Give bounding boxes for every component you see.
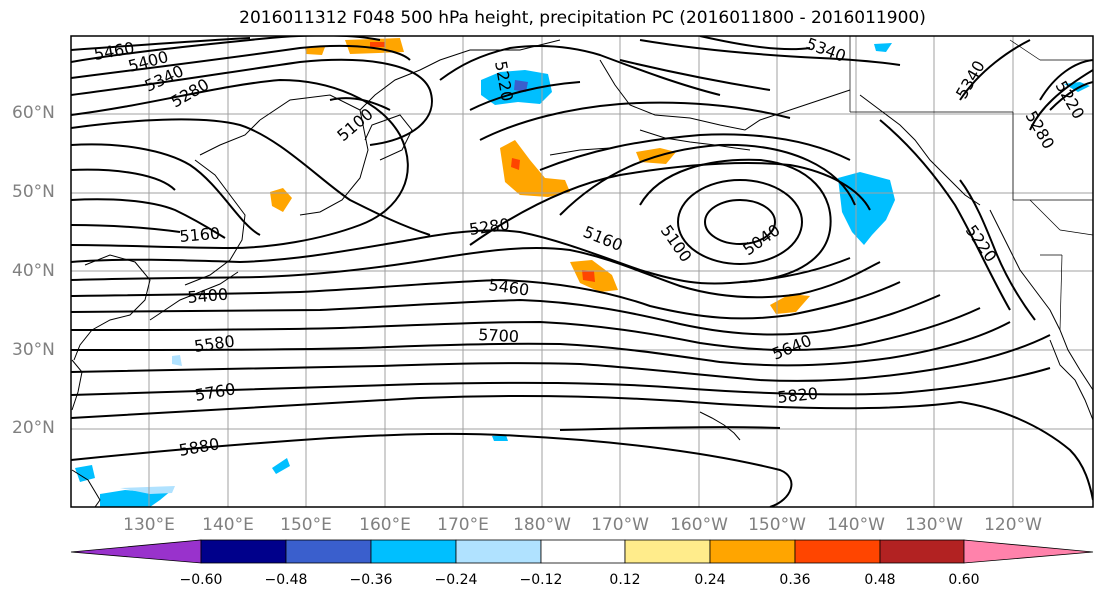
colorbar-segment xyxy=(70,539,202,564)
precip-patch xyxy=(370,42,385,47)
lat-label: 50°N xyxy=(12,182,55,202)
lon-label: 160°W xyxy=(670,515,728,535)
lat-label: 40°N xyxy=(12,261,55,281)
precip-patch xyxy=(582,270,595,282)
contour-label: 5700 xyxy=(478,325,520,346)
colorbar-segment xyxy=(624,539,711,564)
colorbar-tick-label: −0.60 xyxy=(179,572,223,588)
colorbar-tick-label: −0.48 xyxy=(264,572,308,588)
lon-label: 170°E xyxy=(437,515,489,535)
contour-label: 5820 xyxy=(776,384,818,407)
lon-label: 130°E xyxy=(123,515,175,535)
colorbar-segment xyxy=(540,539,626,564)
colorbar-tick-label: 0.12 xyxy=(609,572,641,588)
colorbar-tick-label: 0.48 xyxy=(864,572,896,588)
colorbar-tick-label: −0.12 xyxy=(519,572,563,588)
colorbar xyxy=(70,539,1094,564)
precip-patch xyxy=(120,486,175,494)
lon-label: 130°W xyxy=(905,515,963,535)
borders xyxy=(849,36,1093,331)
lon-label: 170°W xyxy=(591,515,649,535)
precip-patch xyxy=(100,490,172,507)
contour-label: 5400 xyxy=(187,285,229,307)
lat-label: 20°N xyxy=(12,418,55,438)
colorbar-segment xyxy=(963,539,1094,564)
lon-label: 140°W xyxy=(827,515,885,535)
precip-patch xyxy=(492,435,508,441)
colorbar-tick-label: −0.24 xyxy=(434,572,478,588)
precip-patch xyxy=(272,458,290,474)
map-frame xyxy=(70,35,1094,508)
precip-patch xyxy=(270,188,292,212)
map-title: 2016011312 F048 500 hPa height, precipit… xyxy=(239,8,926,28)
colorbar-segment xyxy=(879,539,965,564)
precip-patch xyxy=(770,294,810,314)
precip-patch xyxy=(514,80,528,92)
precip-patch xyxy=(172,355,182,366)
colorbar-tick-label: 0.36 xyxy=(779,572,811,588)
height-contours xyxy=(71,36,1093,507)
lon-label: 120°W xyxy=(984,515,1042,535)
lon-label: 180°W xyxy=(513,515,571,535)
colorbar-tick-label: 0.60 xyxy=(948,572,980,588)
lat-label: 30°N xyxy=(12,340,55,360)
colorbar-segment xyxy=(455,539,542,564)
contour-label: 5160 xyxy=(179,224,221,246)
colorbar-segment xyxy=(709,539,796,564)
lat-label: 60°N xyxy=(12,103,55,123)
colorbar-segment xyxy=(200,539,287,564)
lon-label: 140°E xyxy=(202,515,254,535)
precip-patch xyxy=(511,158,520,170)
precip-patch xyxy=(874,43,892,52)
colorbar-segment xyxy=(285,539,372,564)
lon-label: 160°E xyxy=(359,515,411,535)
colorbar-segment xyxy=(370,539,457,564)
colorbar-tick-label: 0.24 xyxy=(694,572,726,588)
colorbar-segment xyxy=(794,539,881,564)
coastlines xyxy=(71,39,1093,507)
precip-patch xyxy=(500,140,570,197)
precip-patch xyxy=(305,47,325,55)
lon-label: 150°W xyxy=(748,515,806,535)
colorbar-tick-label: −0.36 xyxy=(349,572,393,588)
precip-patch xyxy=(75,465,95,482)
lon-label: 150°E xyxy=(280,515,332,535)
